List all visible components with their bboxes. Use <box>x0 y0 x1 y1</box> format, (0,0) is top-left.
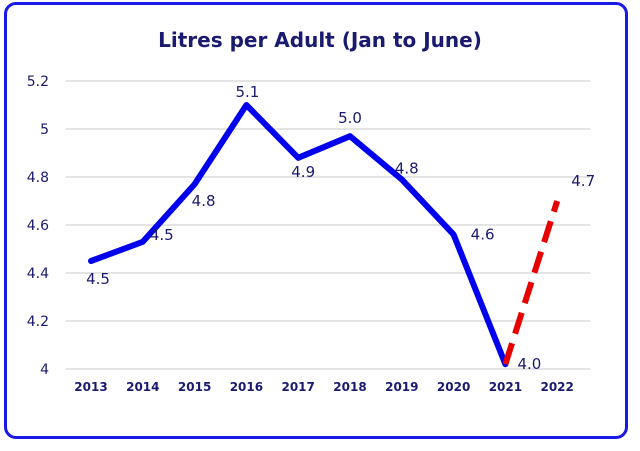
y-axis-ticks: 4 4.2 4.4 4.6 4.8 5 5.2 <box>27 74 49 378</box>
data-label: 4.0 <box>517 355 541 373</box>
series-lines <box>88 102 561 368</box>
y-tick-label: 4.6 <box>27 218 49 234</box>
data-label: 4.8 <box>192 192 216 210</box>
y-tick-label: 4.2 <box>27 314 49 330</box>
x-tick-label: 2015 <box>178 380 211 394</box>
data-label: 4.5 <box>150 226 174 244</box>
data-label: 5.1 <box>235 83 259 101</box>
gridlines <box>66 80 590 370</box>
x-tick-label: 2021 <box>489 380 522 394</box>
x-tick-label: 2022 <box>540 380 573 394</box>
data-label: 4.8 <box>395 159 419 177</box>
x-tick-label: 2019 <box>385 380 418 394</box>
y-tick-label: 4.4 <box>27 266 49 282</box>
data-label: 4.9 <box>291 163 315 181</box>
data-label: 4.7 <box>571 172 595 190</box>
x-tick-label: 2018 <box>333 380 366 394</box>
chart-title: Litres per Adult (Jan to June) <box>158 28 482 52</box>
x-tick-label: 2014 <box>126 380 159 394</box>
data-label: 4.5 <box>86 270 110 288</box>
y-tick-label: 4.8 <box>27 170 49 186</box>
x-tick-label: 2016 <box>230 380 263 394</box>
actual-series-line <box>88 102 509 368</box>
x-tick-label: 2020 <box>437 380 470 394</box>
x-axis-ticks: 2013 2014 2015 2016 2017 2018 2019 2020 2021 2022 <box>74 380 574 394</box>
chart-frame <box>4 2 628 439</box>
forecast-series-line <box>502 200 561 366</box>
data-labels: 4.5 4.5 4.8 5.1 4.9 5.0 4.8 4.6 4.0 4.7 <box>86 83 595 373</box>
y-tick-label: 5.2 <box>27 74 49 90</box>
data-label: 5.0 <box>338 109 362 127</box>
y-tick-label: 5 <box>40 122 49 138</box>
x-tick-label: 2017 <box>281 380 314 394</box>
x-tick-label: 2013 <box>74 380 107 394</box>
data-label: 4.6 <box>471 226 495 244</box>
y-tick-label: 4 <box>40 362 49 378</box>
